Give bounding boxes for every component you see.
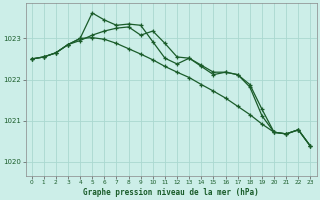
X-axis label: Graphe pression niveau de la mer (hPa): Graphe pression niveau de la mer (hPa): [83, 188, 259, 197]
